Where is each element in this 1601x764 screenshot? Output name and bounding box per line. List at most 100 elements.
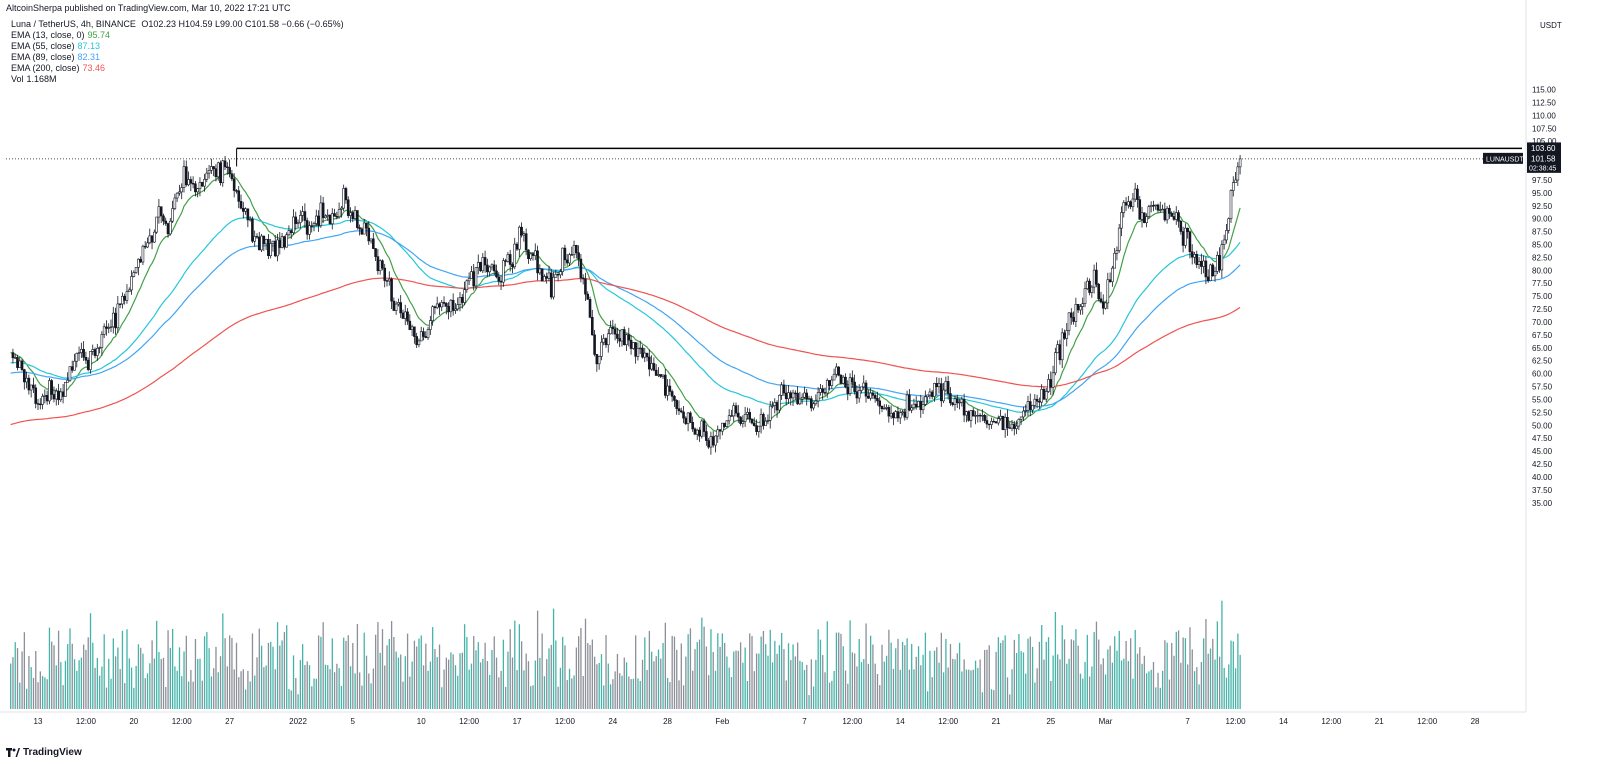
volume-bar (249, 681, 251, 709)
volume-bar (573, 675, 575, 709)
footer-brand[interactable]: TradingView (6, 747, 82, 758)
candle-body (11, 352, 15, 359)
candle-body (511, 264, 514, 268)
candle-body (563, 247, 567, 261)
volume-bar (121, 630, 124, 709)
candle-body (1024, 410, 1027, 412)
candle-body (1124, 202, 1128, 206)
candle-body (1145, 216, 1148, 223)
candle-body (54, 390, 58, 400)
candle-body (675, 400, 678, 409)
candle-body (549, 272, 553, 298)
volume-bar (899, 669, 901, 709)
ema-89-line (10, 230, 1241, 408)
volume-bar (867, 663, 870, 709)
volume-bar (666, 678, 669, 709)
volume-bar (441, 687, 443, 709)
volume-bar (206, 632, 208, 709)
price-tick-label: 107.50 (1532, 124, 1557, 133)
volume-bar (313, 678, 315, 709)
volume-bar (151, 640, 153, 709)
price-tick-label: 45.00 (1532, 447, 1553, 456)
candle-body (914, 403, 918, 407)
candle-body (155, 216, 158, 233)
candle-body (59, 391, 63, 401)
candle-body (1074, 304, 1078, 322)
candle-body (1051, 372, 1055, 388)
volume-bar (356, 624, 359, 709)
volume-bar (771, 662, 774, 709)
volume-bar (1027, 638, 1029, 709)
candle-body (757, 425, 761, 432)
candle-body (127, 289, 131, 293)
volume-bar (687, 634, 689, 709)
volume-bar (482, 658, 484, 709)
volume-bar (619, 673, 621, 709)
ema-200-line (10, 277, 1241, 426)
chart-legend: Luna / TetherUS, 4h, BINANCE O102.23 H10… (11, 19, 344, 85)
candle-body (488, 266, 491, 273)
volume-bar (803, 669, 806, 709)
candle-body (1063, 332, 1066, 339)
indicator-row-ema13[interactable]: EMA (13, close, 0) 95.74 (11, 30, 344, 41)
volume-bar (304, 665, 306, 709)
candle-body (137, 258, 140, 268)
volume-bar (874, 663, 876, 709)
candle-body (848, 377, 852, 394)
symbol-row[interactable]: Luna / TetherUS, 4h, BINANCE O102.23 H10… (11, 19, 344, 30)
volume-bar (119, 669, 121, 709)
volume-bar (144, 678, 146, 709)
candle-body (543, 276, 546, 282)
candle-body (978, 414, 982, 417)
candle-body (1179, 220, 1183, 232)
volume-bar (571, 678, 573, 709)
indicator-row-ema55[interactable]: EMA (55, close) 87.13 (11, 41, 344, 52)
volume-bar (701, 617, 703, 709)
candle-body (1106, 279, 1110, 304)
candle-body (504, 260, 507, 262)
volume-bar (98, 675, 101, 709)
candle-body (198, 182, 202, 190)
volume-bar (600, 654, 603, 709)
volume-bar (1102, 658, 1104, 709)
volume-bar (1116, 650, 1118, 709)
candle-body (1026, 401, 1030, 411)
volume-bar (372, 668, 375, 709)
volume-bar (87, 637, 89, 709)
volume-bar (888, 629, 890, 709)
candle-body (629, 339, 633, 349)
volume-bar (974, 660, 977, 709)
candle-body (328, 214, 332, 225)
candle-body (18, 360, 22, 368)
candle-body (1120, 212, 1123, 229)
candle-body (429, 320, 432, 330)
time-tick-label: 14 (1279, 717, 1288, 726)
candle-body (994, 421, 998, 424)
candle-body (668, 385, 672, 392)
indicator-row-ema200[interactable]: EMA (200, close) 73.46 (11, 63, 344, 74)
price-tick-label: 110.00 (1532, 111, 1556, 120)
volume-bar (719, 646, 721, 709)
price-tick-label: 112.50 (1532, 98, 1556, 107)
time-tick-label: 12:00 (1321, 717, 1342, 726)
candle-body (1092, 269, 1096, 288)
candle-body (823, 392, 827, 394)
candle-body (1138, 199, 1142, 220)
candle-body (472, 271, 475, 287)
candle-body (771, 405, 774, 407)
volume-bar (1015, 652, 1018, 709)
volume-bar (162, 657, 165, 709)
candle-body (61, 391, 65, 397)
indicator-row-ema89[interactable]: EMA (89, close) 82.31 (11, 52, 344, 63)
candle-body (830, 379, 834, 386)
volume-bar (988, 645, 990, 709)
candle-body (910, 407, 913, 411)
indicator-row-volume[interactable]: Vol 1.168M (11, 74, 344, 85)
candle-body (1209, 264, 1212, 282)
volume-bar (133, 687, 135, 709)
volume-bar (62, 685, 64, 709)
volume-bar (655, 656, 657, 709)
candle-body (1234, 179, 1237, 183)
candle-body (545, 276, 548, 279)
